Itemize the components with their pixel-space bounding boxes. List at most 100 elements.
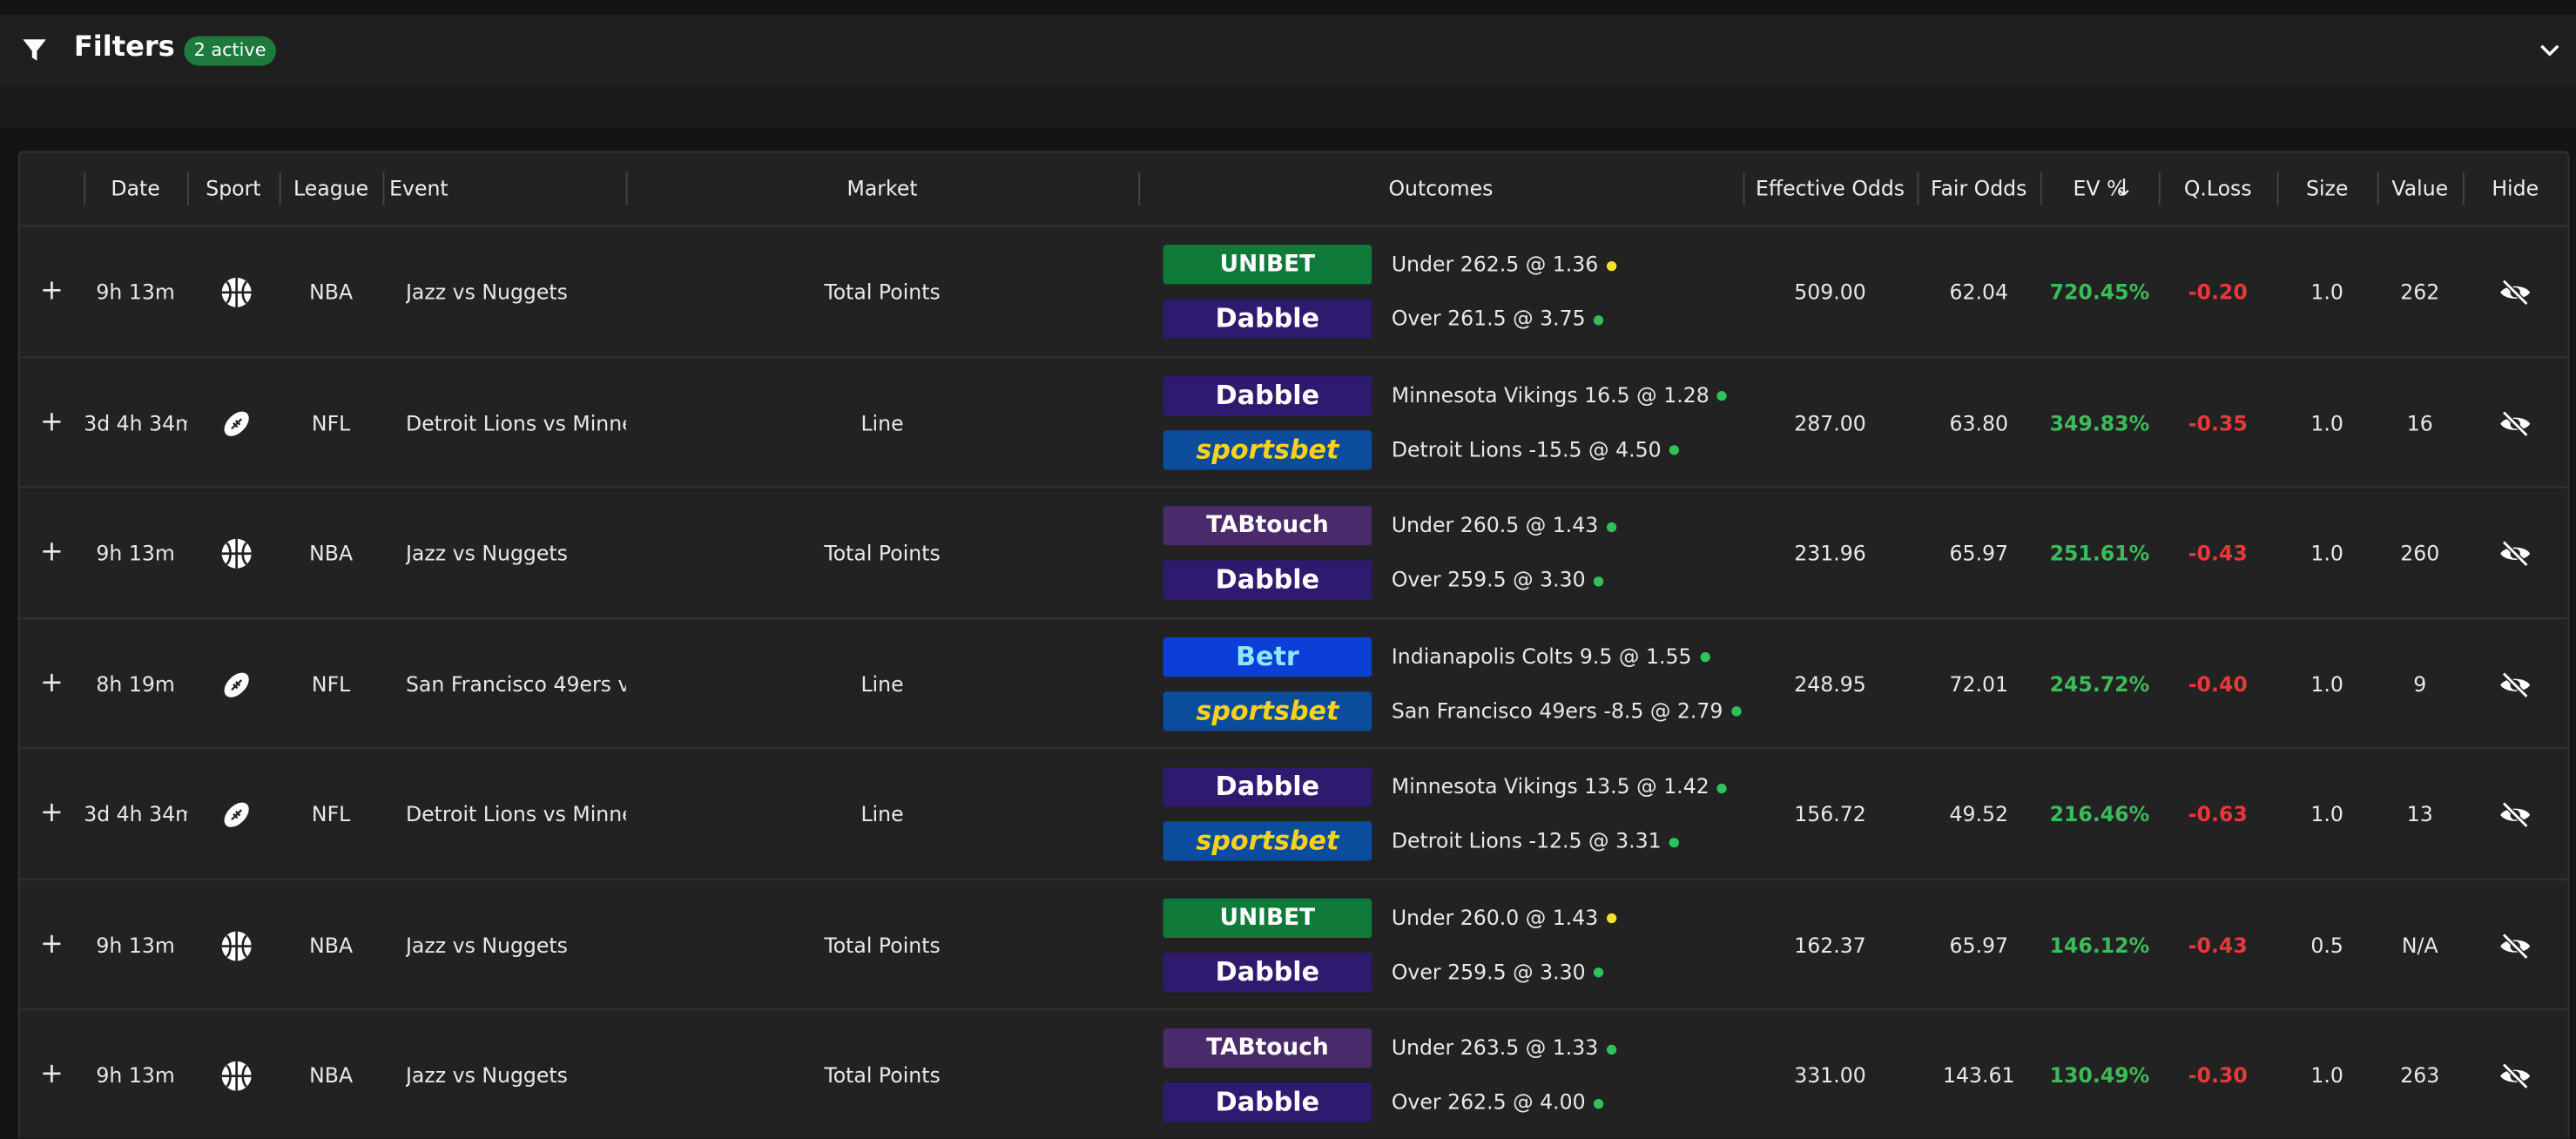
table-row: +9h 13m NBA Jazz vs Nuggets Total Points UNI… <box>19 225 2568 356</box>
event: San Francisco 49ers v <box>405 671 626 696</box>
bookmaker-logo: Dabble <box>1163 766 1372 807</box>
column-separator <box>2462 172 2465 206</box>
sport-icon <box>220 929 253 962</box>
fair-odds: 65.97 <box>1949 540 2009 565</box>
expand-button[interactable]: + <box>39 927 64 960</box>
expand-button[interactable]: + <box>39 405 64 438</box>
effective-odds: 248.95 <box>1794 671 1866 696</box>
column-header[interactable]: Size <box>2305 175 2349 201</box>
sport-icon <box>220 276 253 309</box>
column-header[interactable]: Sport <box>206 175 261 201</box>
expand-button[interactable]: + <box>39 535 64 569</box>
column-header[interactable]: EV % <box>2073 175 2127 201</box>
event: Jazz vs Nuggets <box>405 279 568 304</box>
table-row: +8h 19m NFL San Francisco 49ers v Line Betr I… <box>19 617 2568 748</box>
column-header[interactable]: Fair Odds <box>1931 175 2027 201</box>
column-header[interactable]: Effective Odds <box>1755 175 1905 201</box>
hide-button[interactable] <box>2498 540 2532 567</box>
league: NBA <box>309 540 354 565</box>
value: 9 <box>2413 671 2427 696</box>
table-row: +3d 4h 34m NFL Detroit Lions vs Minne Line D… <box>19 747 2568 879</box>
filter-icon <box>23 39 46 61</box>
event: Jazz vs Nuggets <box>405 932 568 957</box>
hide-button[interactable] <box>2498 801 2532 828</box>
sport-icon <box>220 1060 253 1093</box>
column-separator <box>625 172 628 206</box>
status-dot <box>1669 837 1680 847</box>
chevron[interactable] <box>2539 44 2559 57</box>
status-dot <box>1594 1098 1604 1109</box>
status-dot <box>1606 913 1617 924</box>
fair-odds: 72.01 <box>1949 671 2009 696</box>
outcome-text: Under 263.5 @ 1.33 <box>1391 1035 1599 1060</box>
sport-icon <box>220 799 253 832</box>
bookmaker-logo: sportsbet <box>1163 821 1372 861</box>
value: N/A <box>2401 932 2438 957</box>
ev: 130.49% <box>2049 1062 2150 1088</box>
outcome-text: Minnesota Vikings 16.5 @ 1.28 <box>1391 381 1709 407</box>
ev: 720.45% <box>2049 279 2150 304</box>
value: 262 <box>2400 279 2440 304</box>
league: NBA <box>309 1062 354 1088</box>
bookmaker-logo: TABtouch <box>1163 506 1372 546</box>
column-separator <box>2377 172 2379 206</box>
column-header[interactable]: Date <box>111 175 160 201</box>
outcome: Under 260.0 @ 1.43 <box>1392 898 1617 937</box>
date: 3d 4h 34m <box>84 801 188 826</box>
status-dot <box>1594 576 1604 586</box>
bookmaker-logo: Dabble <box>1163 299 1372 339</box>
outcome: Detroit Lions -15.5 @ 4.50 <box>1392 429 1680 468</box>
outcome: Over 261.5 @ 3.75 <box>1392 299 1604 338</box>
expand-button[interactable]: + <box>39 796 64 830</box>
column-separator <box>2158 172 2161 206</box>
market: Line <box>860 671 904 696</box>
fair-odds: 49.52 <box>1949 801 2009 826</box>
outcome-text: San Francisco 49ers -8.5 @ 2.79 <box>1391 697 1723 723</box>
filter-bar[interactable] <box>0 14 2576 87</box>
column-header[interactable]: League <box>293 175 369 201</box>
column-header[interactable]: Event <box>389 175 448 201</box>
outcome-text: Under 262.5 @ 1.36 <box>1391 251 1599 276</box>
expand-button[interactable]: + <box>39 274 64 307</box>
size: 1.0 <box>2310 671 2343 696</box>
column-separator <box>2040 172 2042 206</box>
outcome-text: Over 262.5 @ 4.00 <box>1391 1088 1586 1115</box>
value: 16 <box>2406 409 2433 435</box>
ev: 146.12% <box>2049 932 2150 957</box>
active-badge: 2 active <box>184 36 276 66</box>
hide-button[interactable] <box>2498 409 2532 436</box>
outcome: Over 259.5 @ 3.30 <box>1392 952 1604 991</box>
outcome: San Francisco 49ers -8.5 @ 2.79 <box>1391 691 1742 730</box>
sport-icon <box>220 407 253 440</box>
status-dot <box>1717 782 1728 793</box>
outcome-text: Over 261.5 @ 3.75 <box>1391 305 1586 331</box>
expand-button[interactable]: + <box>39 1057 64 1091</box>
sport-icon <box>220 668 253 701</box>
column-header[interactable]: Q.Loss <box>2183 175 2252 201</box>
column-separator <box>1917 172 1919 206</box>
outcome: Minnesota Vikings 13.5 @ 1.42 <box>1392 767 1728 806</box>
hide-button[interactable] <box>2498 279 2532 306</box>
column-header[interactable]: Outcomes <box>1388 175 1494 201</box>
sort-arrow[interactable]: ↓ <box>2114 175 2134 203</box>
column-header[interactable]: Market <box>846 175 918 201</box>
column-header[interactable]: Value <box>2391 175 2449 201</box>
market: Total Points <box>824 932 941 957</box>
outcome-text: Over 259.5 @ 3.30 <box>1391 958 1586 984</box>
ev: 216.46% <box>2049 801 2150 826</box>
status-dot <box>1730 706 1742 717</box>
expand-button[interactable]: + <box>39 665 64 699</box>
column-header[interactable]: Hide <box>2492 175 2539 201</box>
hide-button[interactable] <box>2498 671 2532 698</box>
value: 13 <box>2406 801 2433 826</box>
table-row: +9h 13m NBA Jazz vs Nuggets Total Points TAB… <box>19 486 2568 617</box>
bookmaker-logo: UNIBET <box>1163 245 1372 285</box>
hide-button[interactable] <box>2498 1062 2532 1089</box>
event: Detroit Lions vs Minne <box>405 801 626 826</box>
league: NFL <box>311 671 351 696</box>
hide-button[interactable] <box>2498 932 2532 959</box>
fair-odds: 63.80 <box>1949 409 2009 435</box>
bookmaker-logo: sportsbet <box>1163 691 1372 731</box>
status-dot <box>1594 314 1604 325</box>
